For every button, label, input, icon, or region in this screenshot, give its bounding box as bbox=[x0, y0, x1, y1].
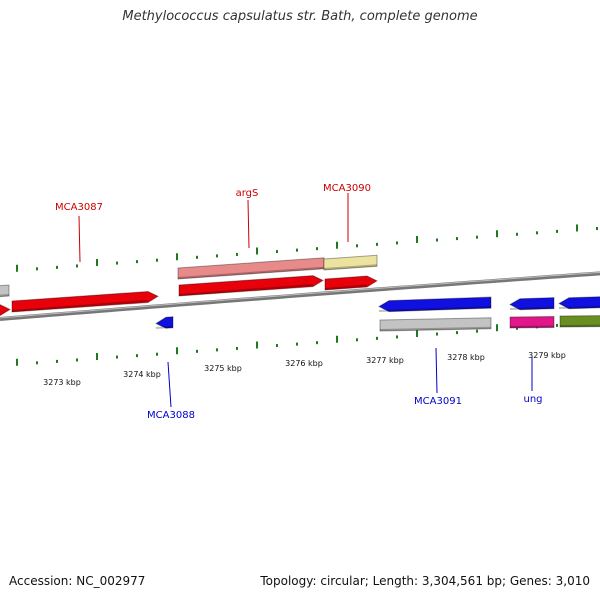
gene-feature-red-shade bbox=[178, 283, 314, 296]
gene-feature-gray bbox=[0, 284, 10, 298]
gene-feature-red bbox=[178, 275, 325, 297]
gene-feature-red-shade bbox=[11, 299, 149, 312]
gene-feature-red bbox=[0, 304, 12, 317]
gene-label-leader bbox=[167, 361, 172, 408]
gene-feature-blue-shade bbox=[378, 306, 492, 312]
gene-feature-red-shade bbox=[324, 284, 368, 290]
gene-feature-blue bbox=[508, 297, 555, 311]
map-title: Methylococcus capsulatus str. Bath, comp… bbox=[122, 9, 478, 24]
kbp-label: 3275 kbp bbox=[204, 364, 242, 373]
gene-label-forward: argS bbox=[236, 188, 259, 199]
kbp-label: 3273 kbp bbox=[43, 378, 81, 387]
gene-feature-olive bbox=[559, 315, 600, 328]
gene-feature-blue bbox=[377, 296, 492, 313]
gene-label-forward: MCA3087 bbox=[55, 202, 103, 213]
gene-feature-blue-shade bbox=[155, 325, 174, 329]
gene-feature-magenta bbox=[509, 316, 555, 329]
kbp-label: 3274 kbp bbox=[123, 370, 161, 379]
gene-feature-red bbox=[11, 290, 160, 313]
gene-label-leader bbox=[435, 347, 438, 394]
backbone-highlight bbox=[0, 271, 600, 319]
kbp-label: 3276 kbp bbox=[285, 359, 323, 368]
gene-feature-gray-shade bbox=[379, 326, 492, 331]
genome-summary-text: Topology: circular; Length: 3,304,561 bp… bbox=[260, 574, 590, 588]
kbp-label: 3279 kbp bbox=[528, 351, 566, 360]
gene-label-leader bbox=[247, 199, 250, 249]
gene-label-reverse: ung bbox=[523, 394, 542, 405]
backbone-line bbox=[0, 271, 600, 321]
gene-label-reverse: MCA3088 bbox=[147, 410, 195, 421]
gene-feature-blue bbox=[557, 296, 600, 310]
gene-feature-gray-shade bbox=[0, 294, 10, 297]
gene-feature-red bbox=[324, 275, 379, 291]
gene-feature-pink-shade bbox=[177, 266, 325, 279]
gene-label-reverse: MCA3091 bbox=[414, 396, 462, 407]
gene-label-forward: MCA3090 bbox=[323, 183, 371, 194]
gene-feature-khaki-shade bbox=[323, 264, 378, 270]
gene-feature-blue bbox=[154, 316, 174, 329]
kbp-label: 3277 kbp bbox=[366, 356, 404, 365]
gene-label-leader bbox=[78, 215, 81, 263]
gene-feature-khaki bbox=[323, 254, 378, 271]
gene-feature-blue-shade bbox=[509, 306, 555, 310]
accession-text: Accession: NC_002977 bbox=[9, 574, 146, 588]
gene-feature-blue-shade bbox=[558, 305, 600, 309]
kbp-label: 3278 kbp bbox=[447, 353, 485, 362]
gene-feature-gray bbox=[379, 317, 492, 332]
